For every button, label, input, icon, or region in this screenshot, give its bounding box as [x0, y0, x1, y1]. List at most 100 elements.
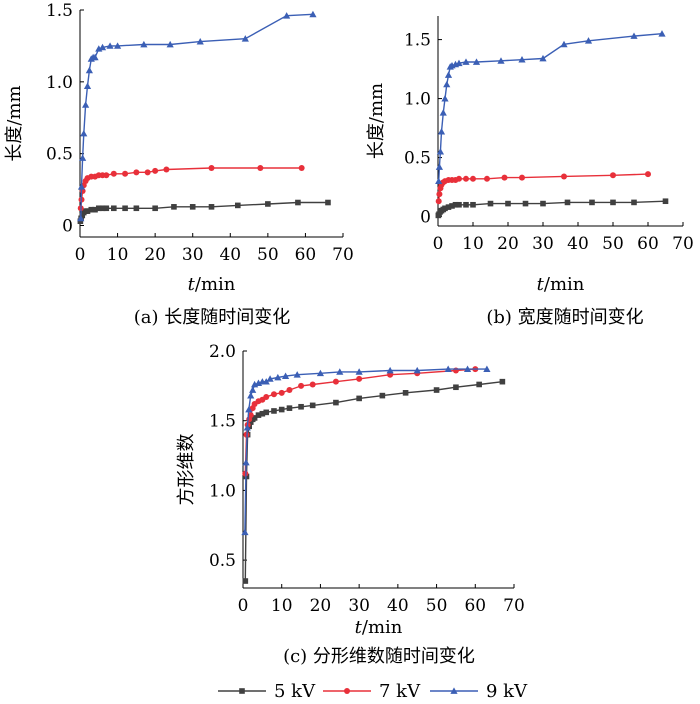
data-point-7kV [263, 394, 270, 401]
legend: 5 kV 7 kV 9 kV [218, 681, 528, 702]
data-point-5kV [271, 408, 277, 414]
data-point-9kV [77, 183, 86, 190]
data-point-7kV [103, 172, 110, 179]
legend-item-7kV: 7 kV [323, 681, 421, 702]
x-tick-label: 60 [295, 245, 317, 265]
data-point-5kV [122, 205, 128, 212]
data-point-7kV [645, 171, 651, 178]
data-point-9kV [274, 373, 282, 381]
data-point-7kV [122, 170, 129, 177]
data-point-5kV [333, 399, 339, 406]
x-axis-label-variable: t [188, 274, 196, 295]
y-tick-label: 0.5 [46, 145, 73, 165]
data-point-9kV [91, 53, 99, 61]
x-axis-label: t/min [537, 274, 585, 295]
panel-a-length-chart: 0 10 20 30 40 50 60 70 0 0.5 1.0 1.5 t/min 长度/mm (a) 长… [4, 1, 354, 328]
x-tick-label: 50 [257, 245, 279, 265]
data-point-7kV [501, 174, 508, 181]
data-point-5kV [99, 205, 106, 212]
panel-caption: (c) 分形维数随时间变化 [283, 646, 475, 667]
data-point-9kV [293, 371, 301, 378]
data-point-9kV [196, 38, 204, 45]
y-tick-label: 1.5 [46, 1, 73, 21]
data-point-9kV [249, 386, 257, 393]
data-point-5kV [499, 378, 506, 385]
y-tick-label: 0 [62, 217, 73, 237]
data-point-9kV [77, 214, 85, 222]
series-line-9kV [438, 33, 663, 182]
data-point-5kV [309, 402, 316, 409]
y-tick-label: 1.0 [209, 481, 236, 501]
data-point-5kV [442, 205, 448, 212]
series-9kV [77, 10, 317, 222]
x-tick-label: 60 [637, 234, 659, 254]
data-point-9kV [106, 42, 114, 49]
x-tick-label: 40 [567, 234, 589, 254]
data-point-9kV [262, 378, 270, 385]
series-5kV [77, 199, 331, 224]
data-point-5kV [208, 204, 215, 210]
data-point-9kV [79, 154, 87, 161]
y-tick-label: 1.0 [46, 73, 73, 93]
data-point-5kV [259, 410, 266, 417]
data-point-5kV [325, 199, 331, 206]
x-tick-label: 0 [433, 234, 444, 254]
data-point-9kV [83, 82, 92, 90]
data-point-5kV [235, 202, 241, 209]
y-tick-label: 1.0 [404, 90, 431, 110]
data-point-7kV [610, 172, 616, 179]
x-tick-label: 30 [348, 596, 370, 616]
x-tick-label: 30 [532, 234, 554, 254]
data-point-5kV [88, 206, 95, 213]
data-point-7kV [257, 165, 264, 172]
data-point-5kV [189, 204, 196, 210]
data-point-5kV [540, 200, 546, 207]
y-tick-label: 2.0 [209, 342, 236, 362]
data-point-9kV [386, 366, 394, 374]
data-point-5kV [255, 412, 262, 418]
data-point-9kV [245, 405, 253, 413]
data-point-5kV [452, 201, 459, 208]
data-point-5kV [295, 199, 301, 206]
x-axis-label-unit: /min [544, 274, 585, 295]
data-point-9kV [483, 365, 491, 373]
data-point-7kV [152, 167, 159, 174]
y-tick-label: 0.5 [404, 149, 431, 169]
data-point-5kV [152, 205, 158, 212]
y-axis-label: 方形维数 [176, 434, 197, 506]
data-point-5kV [610, 199, 616, 206]
data-point-5kV [242, 578, 249, 584]
x-axis-label-variable: t [537, 274, 545, 295]
series-line-7kV [244, 368, 476, 474]
data-point-7kV [309, 381, 316, 388]
data-point-9kV [309, 10, 317, 18]
data-point-5kV [84, 208, 91, 214]
data-point-7kV [133, 169, 140, 176]
data-point-5kV [487, 200, 494, 207]
data-point-5kV [470, 201, 476, 208]
x-tick-label: 20 [310, 596, 332, 616]
data-point-7kV [144, 169, 151, 176]
y-tick-label: 0 [420, 208, 431, 228]
data-point-7kV [456, 175, 462, 182]
data-point-5kV [251, 415, 258, 421]
data-point-9kV [98, 43, 107, 51]
data-point-7kV [298, 382, 305, 389]
series-5kV [435, 198, 669, 219]
series-5kV [242, 378, 506, 584]
data-point-9kV [281, 372, 290, 379]
data-point-7kV [208, 165, 215, 172]
data-point-9kV [497, 57, 505, 64]
x-tick-label: 20 [497, 234, 519, 254]
data-point-5kV [263, 409, 270, 416]
series-line-9kV [80, 13, 313, 219]
x-axis-label: t/min [355, 617, 403, 638]
data-point-7kV [278, 389, 285, 396]
data-point-9kV [336, 368, 344, 375]
data-point-9kV [113, 42, 122, 49]
data-point-7kV [163, 166, 170, 173]
series-9kV [435, 30, 666, 185]
series-7kV [435, 171, 651, 205]
data-point-5kV [402, 390, 409, 396]
data-point-9kV [441, 94, 449, 102]
